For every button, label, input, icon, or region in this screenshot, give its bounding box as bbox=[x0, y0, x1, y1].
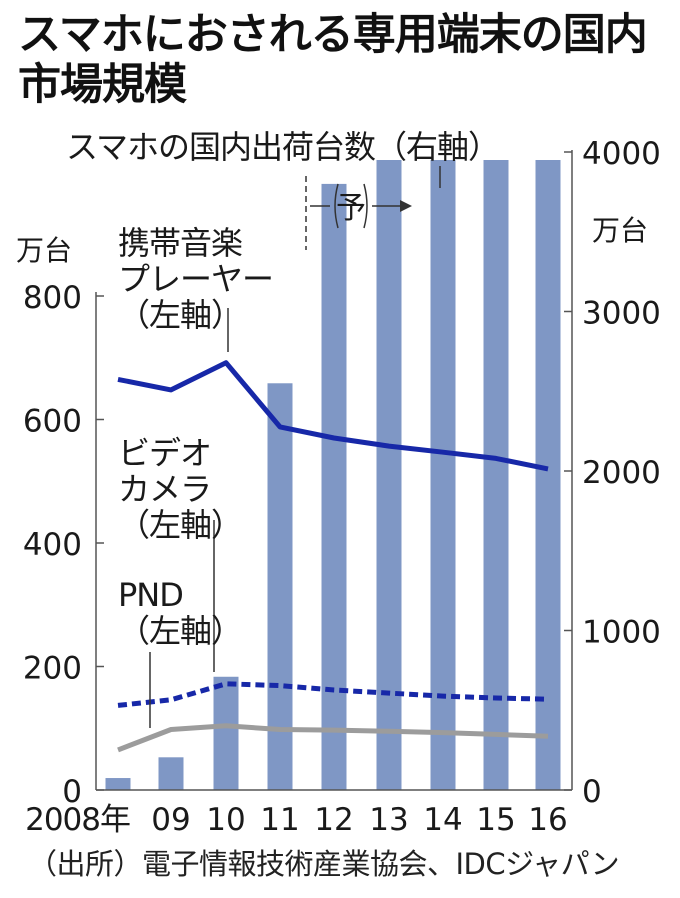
x-tick-label: 09 bbox=[151, 802, 190, 838]
bar-2 bbox=[213, 676, 239, 790]
forecast-paren-right bbox=[363, 183, 368, 229]
left-tick-label: 200 bbox=[23, 651, 82, 687]
series-label: カメラ bbox=[118, 470, 211, 508]
right-axis-unit: 万台 bbox=[592, 214, 648, 247]
right-tick-label: 3000 bbox=[582, 296, 661, 332]
line-series-group bbox=[117, 166, 549, 753]
bar-6 bbox=[430, 160, 456, 790]
x-tick-label: 15 bbox=[476, 802, 515, 838]
left-tick-label: 400 bbox=[23, 527, 82, 563]
left-tick-label: 0 bbox=[62, 774, 82, 810]
bar-3 bbox=[267, 383, 293, 790]
series-label: （左軸） bbox=[118, 506, 242, 544]
bar-series-label: スマホの国内出荷台数（右軸） bbox=[66, 128, 499, 166]
right-tick-label: 2000 bbox=[582, 455, 661, 491]
left-tick-label: 800 bbox=[23, 280, 82, 316]
forecast-arrow-head bbox=[400, 200, 412, 212]
line-series-2 bbox=[117, 723, 549, 753]
left-axis-unit: 万台 bbox=[16, 234, 72, 267]
bar-series-group bbox=[105, 160, 561, 790]
forecast-paren-left bbox=[334, 183, 339, 229]
x-tick-label: 2008年 bbox=[25, 802, 130, 838]
source-note: （出所）電子情報技術産業協会、IDCジャパン bbox=[28, 847, 620, 881]
series-label: （左軸） bbox=[118, 296, 242, 334]
series-label: PND bbox=[118, 576, 183, 614]
line-series-0 bbox=[117, 360, 549, 472]
bar-4 bbox=[321, 183, 347, 790]
chart-title: スマホにおされる専用端末の国内市場規模 bbox=[18, 10, 648, 110]
bar-8 bbox=[535, 160, 561, 790]
bar-7 bbox=[483, 160, 509, 790]
right-tick-label: 1000 bbox=[582, 615, 661, 651]
bar-0 bbox=[105, 778, 131, 790]
forecast-label: 予 bbox=[336, 191, 366, 226]
right-tick-label: 4000 bbox=[582, 136, 661, 172]
x-tick-label: 12 bbox=[314, 802, 353, 838]
axes-group bbox=[95, 150, 573, 791]
right-tick-label: 0 bbox=[582, 774, 602, 810]
series-label: プレーヤー bbox=[118, 260, 273, 298]
x-tick-label: 14 bbox=[423, 802, 462, 838]
series-label: （左軸） bbox=[118, 612, 242, 650]
series-label: 携帯音楽 bbox=[118, 224, 242, 262]
x-tick-label: 13 bbox=[369, 802, 408, 838]
x-tick-label: 11 bbox=[260, 802, 299, 838]
series-label: ビデオ bbox=[118, 434, 211, 472]
line-series-1 bbox=[117, 681, 549, 708]
bar-5 bbox=[376, 160, 402, 790]
bar-1 bbox=[158, 757, 184, 790]
x-tick-label: 16 bbox=[528, 802, 567, 838]
x-tick-label: 10 bbox=[206, 802, 245, 838]
left-tick-label: 600 bbox=[23, 404, 82, 440]
